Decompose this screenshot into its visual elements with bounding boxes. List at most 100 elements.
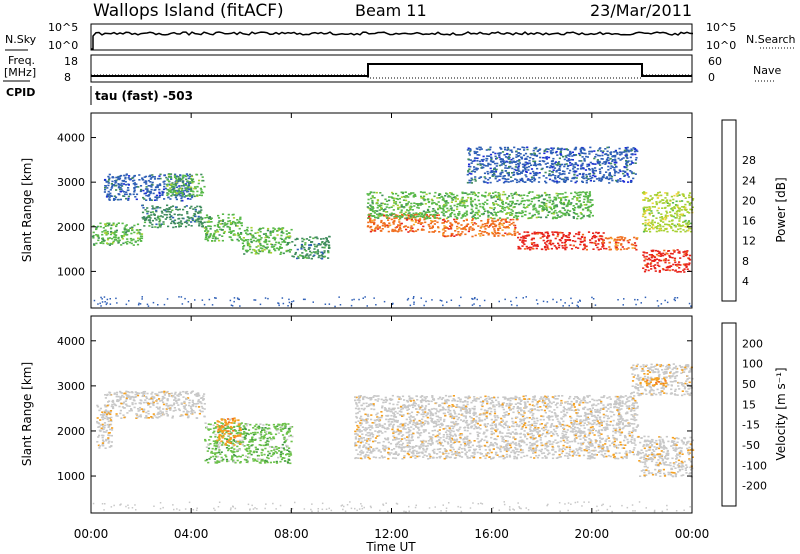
power-noise-cell — [302, 298, 305, 301]
power-cell — [664, 253, 667, 256]
power-cell — [303, 248, 306, 251]
power-cell — [115, 231, 118, 233]
power-cell — [259, 247, 262, 249]
power-cell — [412, 196, 415, 198]
power-cell — [157, 184, 160, 187]
power-cell — [559, 197, 562, 199]
power-cell — [434, 213, 437, 216]
power-noise-cell — [138, 302, 140, 305]
power-cell — [579, 203, 582, 205]
power-cell — [551, 166, 554, 168]
power-cell — [273, 248, 276, 250]
power-cell — [598, 148, 601, 150]
power-cell — [185, 173, 188, 175]
velocity-cell — [102, 413, 105, 415]
velocity-cell — [217, 455, 220, 458]
power-cell — [167, 183, 170, 186]
power-cell — [528, 199, 531, 202]
velocity-cell — [126, 405, 129, 407]
power-cell — [556, 148, 559, 150]
power-cell — [410, 218, 413, 221]
power-cell — [688, 194, 691, 197]
power-cell — [484, 201, 487, 204]
power-cell — [163, 185, 166, 188]
power-cell — [390, 206, 393, 208]
power-cell — [314, 252, 317, 254]
power-cell — [453, 235, 456, 237]
power-cell — [465, 200, 468, 203]
power-noise-cell — [287, 305, 289, 307]
power-cell — [263, 248, 266, 251]
velocity-cell — [188, 402, 191, 404]
power-cell — [415, 212, 418, 214]
power-cell — [560, 198, 563, 200]
power-cell — [676, 204, 679, 207]
power-cell — [416, 213, 419, 216]
power-cell — [164, 218, 167, 220]
power-cell — [657, 212, 660, 214]
power-cell — [450, 209, 453, 211]
power-cell — [611, 160, 614, 162]
power-cell — [396, 204, 399, 207]
power-cell — [474, 194, 477, 196]
velocity-cell — [120, 417, 123, 419]
power-cell — [327, 251, 330, 254]
power-cell — [688, 262, 691, 264]
power-cell — [676, 206, 680, 209]
power-cell — [323, 251, 326, 254]
power-cell — [595, 235, 598, 238]
power-cell — [133, 191, 136, 193]
power-cell — [504, 164, 507, 167]
power-cell — [483, 208, 486, 210]
power-noise-cell — [562, 305, 564, 307]
power-cell — [577, 247, 580, 249]
power-noise-cell — [392, 302, 394, 305]
velocity-cell — [237, 422, 240, 425]
noise-trace — [91, 31, 694, 50]
power-cell — [542, 233, 545, 236]
power-cell — [505, 213, 508, 215]
power-noise-cell — [146, 303, 149, 306]
power-cell — [522, 235, 525, 238]
power-cell — [584, 193, 588, 195]
power-cell — [394, 201, 398, 203]
power-cell — [397, 207, 400, 209]
power-cell — [542, 198, 545, 200]
power-cell — [653, 206, 656, 208]
power-cell — [549, 199, 552, 202]
power-cell — [605, 247, 608, 250]
power-cell — [146, 188, 149, 190]
velocity-cell — [155, 400, 158, 402]
power-cell — [400, 211, 403, 213]
power-cell — [159, 184, 162, 187]
power-cell — [186, 219, 189, 222]
power-cell — [627, 181, 630, 183]
power-cell — [111, 184, 114, 186]
velocity-cell — [190, 410, 193, 412]
power-cell — [116, 176, 119, 179]
power-cell — [498, 197, 501, 200]
power-cell — [253, 249, 256, 251]
power-cell — [584, 152, 587, 155]
power-cell — [466, 205, 469, 207]
velocity-cell — [110, 429, 114, 431]
velocity-cell — [105, 415, 108, 417]
power-cell — [663, 202, 666, 204]
power-cell — [686, 224, 689, 227]
power-cell — [181, 189, 184, 192]
velocity-cell — [101, 442, 104, 444]
power-cell — [238, 220, 241, 223]
power-cell — [92, 237, 95, 239]
power-cell — [560, 211, 563, 214]
power-cell — [367, 194, 370, 196]
power-cell — [198, 224, 201, 227]
power-cell — [506, 217, 509, 219]
power-cell — [482, 155, 485, 158]
power-cell — [479, 146, 482, 149]
power-cell — [207, 230, 210, 232]
power-cell — [427, 198, 430, 201]
power-cell — [509, 205, 512, 207]
power-cell — [113, 195, 116, 197]
power-cell — [572, 170, 575, 173]
power-cell — [573, 176, 576, 179]
